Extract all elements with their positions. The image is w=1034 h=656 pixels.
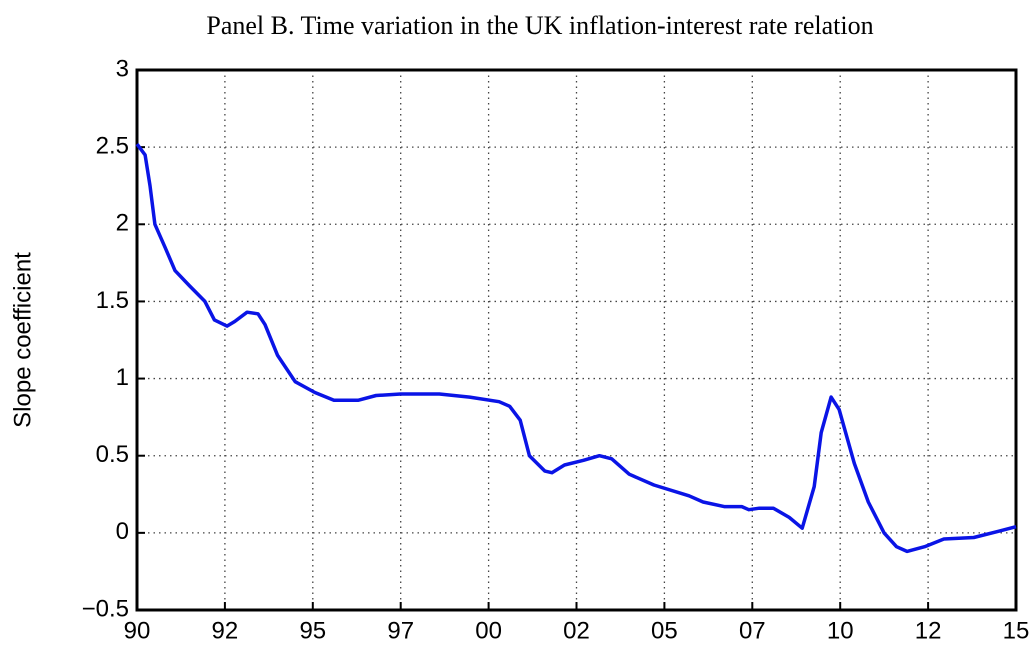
y-tick-label: 1 <box>116 364 129 391</box>
plot-frame <box>135 68 1018 612</box>
x-tick-label: 95 <box>299 617 326 644</box>
x-tick-label: 90 <box>124 617 151 644</box>
y-tick-label: 0.5 <box>96 441 129 468</box>
y-axis-label: Slope coefficient <box>9 252 36 428</box>
x-tick-label: 10 <box>827 617 854 644</box>
y-tick-label: 3 <box>116 55 129 82</box>
chart-title: Panel B. Time variation in the UK inflat… <box>206 11 873 40</box>
x-tick-label: 97 <box>387 617 414 644</box>
x-tick-label: 15 <box>1003 617 1030 644</box>
x-tick-label: 07 <box>739 617 766 644</box>
x-tick-label: 05 <box>651 617 678 644</box>
y-tick-label: 0 <box>116 518 129 545</box>
y-tick-label: 2.5 <box>96 132 129 159</box>
x-tick-label: 92 <box>212 617 239 644</box>
y-tick-label: 2 <box>116 210 129 237</box>
y-tick-label: −0.5 <box>82 595 129 622</box>
data-line <box>135 143 1017 554</box>
x-tick-label: 00 <box>475 617 502 644</box>
y-tick-label: 1.5 <box>96 287 129 314</box>
x-tick-label: 02 <box>563 617 590 644</box>
x-tick-label: 12 <box>915 617 942 644</box>
